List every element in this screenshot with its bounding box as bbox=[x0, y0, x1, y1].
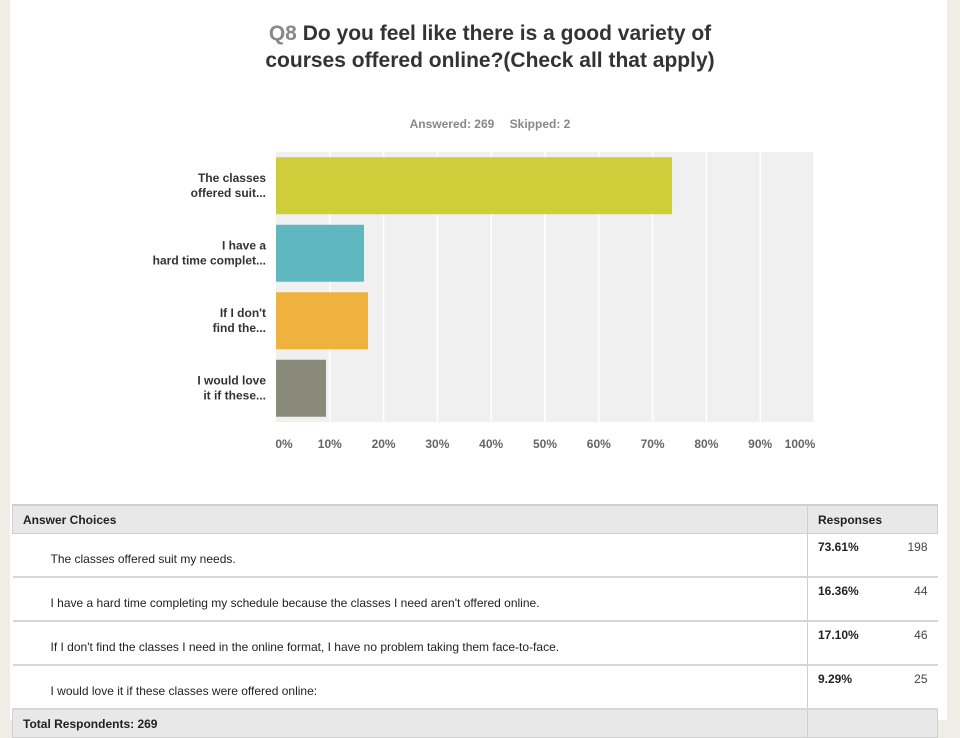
answer-choice: The classes offered suit my needs. bbox=[12, 533, 808, 578]
answer-choice: I would love it if these classes were of… bbox=[12, 665, 808, 710]
x-tick-label: 100% bbox=[785, 437, 816, 451]
chart-title: Q8 Do you feel like there is a good vari… bbox=[250, 20, 730, 74]
x-tick-label: 40% bbox=[479, 437, 503, 451]
response-count: 25 bbox=[889, 665, 938, 710]
category-label: I have a hard time complet... bbox=[153, 238, 267, 267]
total-empty-cell bbox=[807, 708, 938, 738]
x-tick-label: 80% bbox=[694, 437, 718, 451]
table-row: If I don't find the classes I need in th… bbox=[12, 621, 938, 666]
answered-count: Answered: 269 bbox=[409, 117, 495, 131]
bar bbox=[276, 157, 673, 215]
category-label: If I don't find the... bbox=[213, 306, 266, 335]
response-percent: 16.36% bbox=[807, 577, 890, 622]
table-header-row: Answer Choices Responses bbox=[12, 504, 938, 534]
x-tick-label: 20% bbox=[372, 437, 396, 451]
bar bbox=[276, 224, 365, 282]
x-tick-label: 0% bbox=[275, 437, 293, 451]
x-tick-label: 30% bbox=[425, 437, 449, 451]
response-count: 198 bbox=[889, 533, 938, 578]
x-tick-label: 90% bbox=[748, 437, 772, 451]
x-tick-label: 50% bbox=[533, 437, 557, 451]
response-percent: 17.10% bbox=[807, 621, 890, 666]
bar bbox=[276, 292, 368, 350]
skipped-count: Skipped: 2 bbox=[509, 117, 571, 131]
bar-chart: 0% 10% 20% 30% 40% 50% 60% 70% 80% 90% 100% The cla… bbox=[153, 152, 816, 451]
bar bbox=[276, 359, 326, 417]
answer-choice: If I don't find the classes I need in th… bbox=[12, 621, 808, 666]
responses-header: Responses bbox=[807, 504, 938, 534]
response-percent: 9.29% bbox=[807, 665, 890, 710]
category-label: The classes offered suit... bbox=[191, 171, 267, 200]
response-stats: Answered: 269 Skipped: 2 bbox=[250, 117, 730, 131]
response-count: 44 bbox=[889, 577, 938, 622]
question-text: Do you feel like there is a good variety… bbox=[265, 22, 715, 72]
table-row: I would love it if these classes were of… bbox=[12, 665, 938, 710]
answer-choices-header: Answer Choices bbox=[12, 504, 808, 534]
question-number: Q8 bbox=[268, 22, 297, 45]
table-row: The classes offered suit my needs. 73.61%… bbox=[12, 533, 938, 578]
category-label: I would love it if these... bbox=[197, 373, 266, 402]
answer-choice: I have a hard time completing my schedul… bbox=[12, 577, 808, 622]
table-row: I have a hard time completing my schedul… bbox=[12, 577, 938, 622]
x-tick-label: 70% bbox=[641, 437, 665, 451]
response-count: 46 bbox=[889, 621, 938, 666]
x-tick-label: 10% bbox=[318, 437, 342, 451]
total-row: Total Respondents: 269 bbox=[12, 708, 938, 738]
response-percent: 73.61% bbox=[807, 533, 890, 578]
total-respondents: Total Respondents: 269 bbox=[12, 708, 808, 738]
responses-table: Answer Choices Responses The classes off… bbox=[12, 504, 938, 738]
x-tick-label: 60% bbox=[587, 437, 611, 451]
